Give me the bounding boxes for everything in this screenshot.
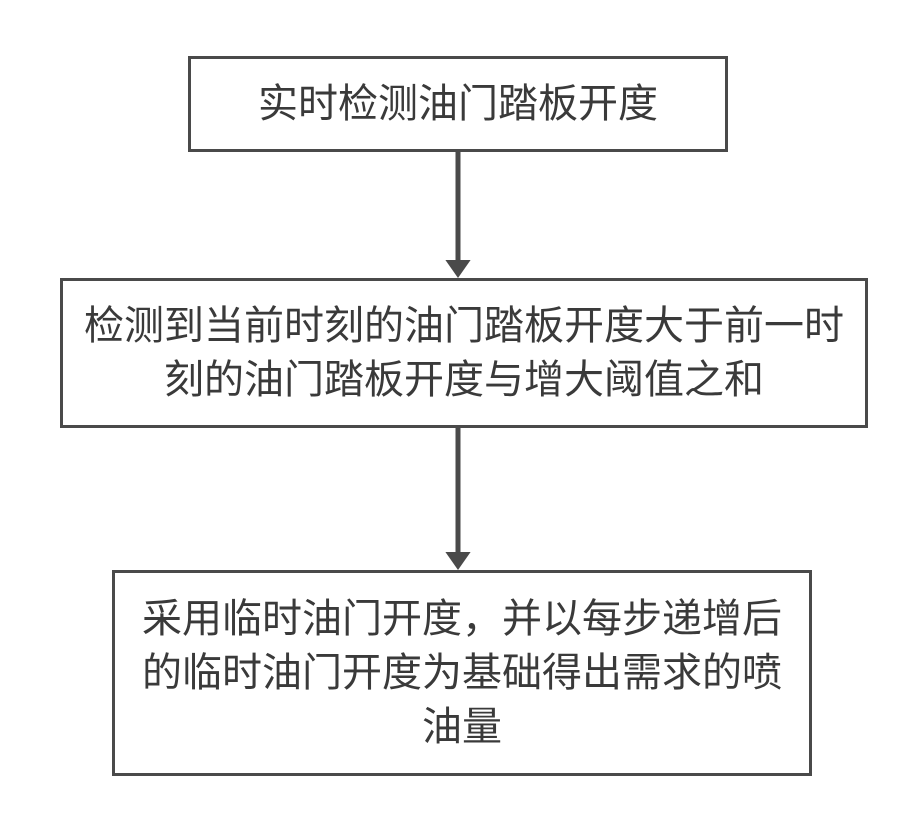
flow-arrows [0,0,911,829]
